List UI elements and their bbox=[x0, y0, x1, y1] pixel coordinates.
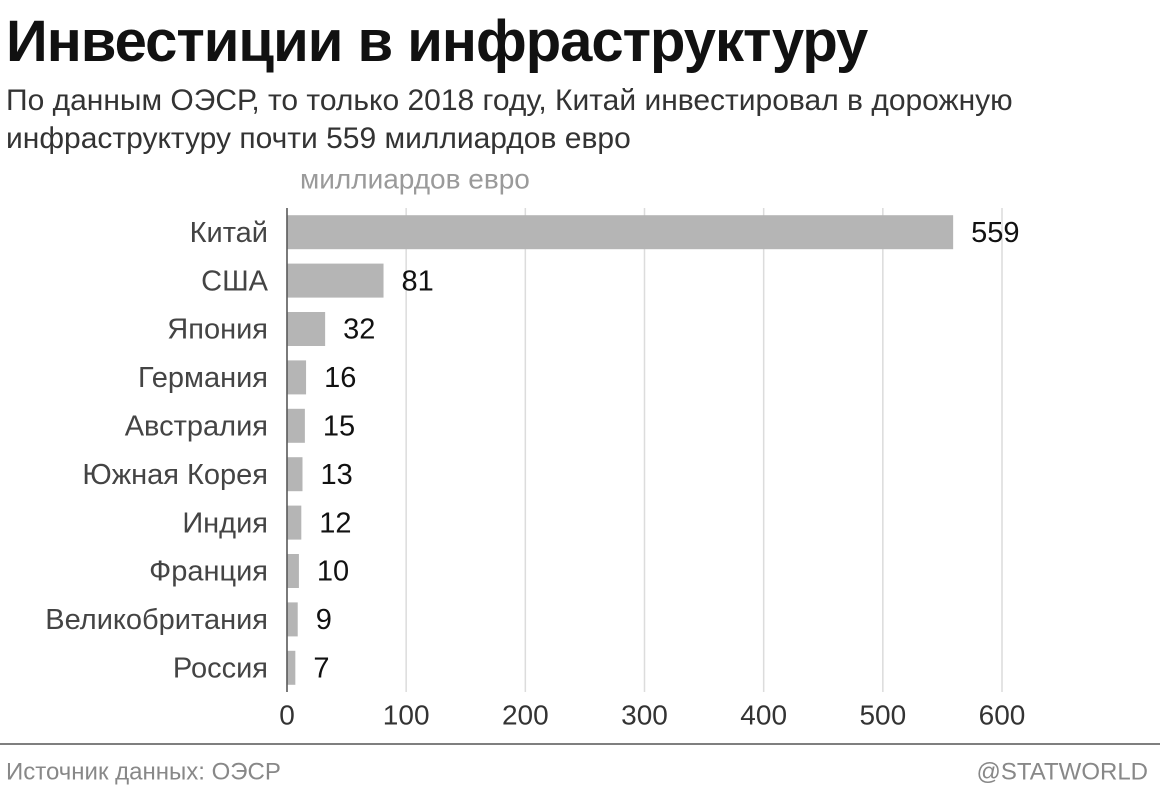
value-label: 81 bbox=[402, 265, 434, 297]
chart-subtitle: По данным ОЭСР, то только 2018 году, Кит… bbox=[6, 84, 1013, 155]
value-label: 13 bbox=[320, 459, 352, 491]
x-tick-label: 100 bbox=[383, 699, 430, 730]
y-tick-label: Индия bbox=[182, 507, 268, 539]
bar bbox=[287, 505, 302, 540]
value-label: 12 bbox=[319, 507, 351, 539]
value-label: 559 bbox=[971, 217, 1019, 249]
source: Источник данных: ОЭСР bbox=[6, 758, 281, 785]
x-tick-label: 0 bbox=[279, 699, 295, 730]
bar bbox=[287, 554, 299, 588]
credit: @STATWORLD bbox=[977, 758, 1148, 785]
y-tick-label: Австралия bbox=[125, 410, 268, 442]
value-label: 15 bbox=[323, 410, 355, 442]
bar bbox=[287, 263, 384, 298]
axis-label: миллиардов евро bbox=[300, 163, 530, 194]
y-tick-label: Япония bbox=[167, 314, 268, 346]
y-tick-label: Великобритания bbox=[45, 604, 268, 636]
bar bbox=[287, 457, 303, 492]
bar bbox=[287, 215, 954, 250]
value-label: 32 bbox=[343, 314, 375, 346]
value-label: 10 bbox=[317, 556, 349, 588]
y-tick-label: Германия bbox=[138, 362, 268, 394]
value-label: 7 bbox=[313, 652, 329, 684]
value-label: 9 bbox=[316, 604, 332, 636]
y-tick-label: Китай bbox=[190, 217, 268, 249]
y-tick-label: США bbox=[201, 265, 269, 297]
y-tick-label: Франция bbox=[149, 556, 268, 588]
value-label: 16 bbox=[324, 362, 356, 394]
x-tick-label: 400 bbox=[740, 699, 787, 730]
x-tick-label: 600 bbox=[979, 699, 1026, 730]
bar bbox=[287, 408, 305, 443]
bar bbox=[287, 360, 307, 395]
bar bbox=[287, 650, 296, 685]
y-tick-label: Россия bbox=[173, 652, 268, 684]
x-tick-label: 300 bbox=[621, 699, 668, 730]
x-tick-label: 500 bbox=[859, 699, 906, 730]
chart-title: Инвестиции в инфраструктуру bbox=[6, 9, 868, 74]
x-tick-label: 200 bbox=[502, 699, 549, 730]
bar bbox=[287, 312, 326, 346]
y-tick-label: Южная Корея bbox=[82, 459, 268, 491]
bar bbox=[287, 602, 298, 637]
